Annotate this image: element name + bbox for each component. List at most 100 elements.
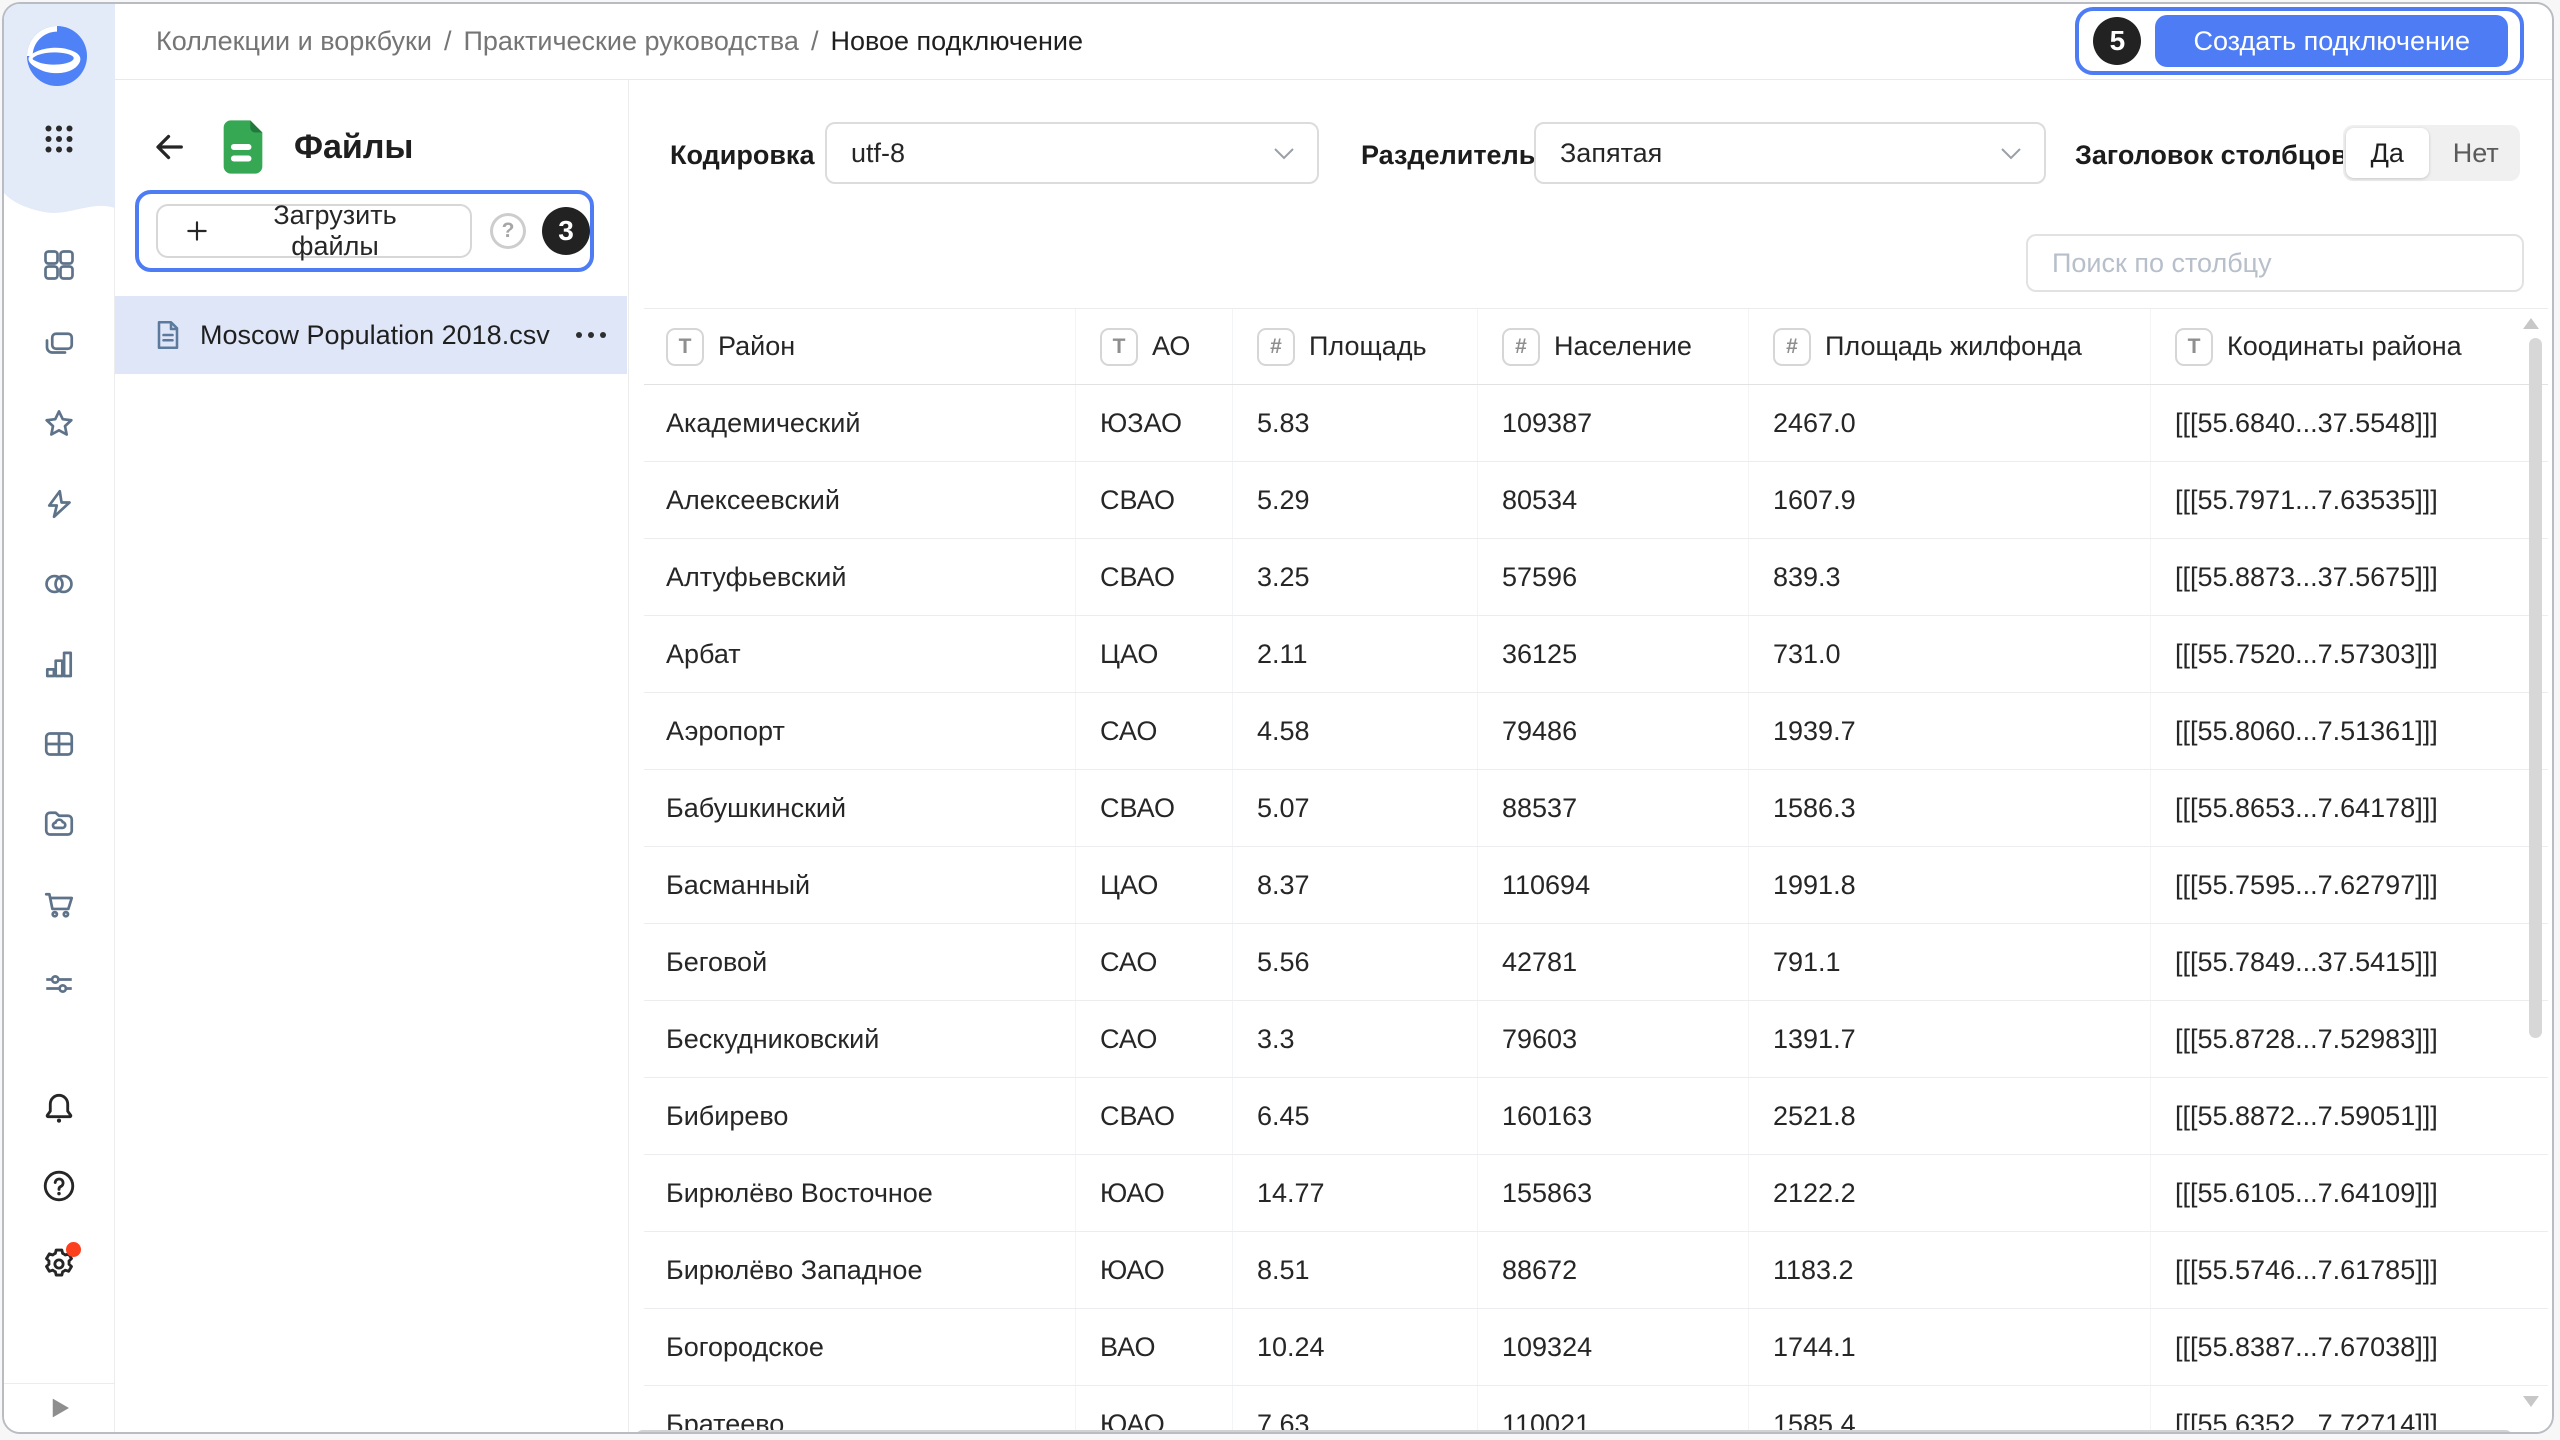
- table-cell: [[[55.8060...7.51361]]]: [2150, 693, 2548, 769]
- datalens-logo[interactable]: [27, 26, 87, 86]
- table-cell: 1991.8: [1748, 847, 2150, 923]
- scroll-down-arrow-icon[interactable]: [2523, 1396, 2539, 1407]
- number-type-icon: #: [1502, 327, 1540, 366]
- column-header-label: Коодинаты района: [2227, 331, 2462, 361]
- create-connection-button[interactable]: Создать подключение: [2155, 15, 2508, 67]
- breadcrumb-separator: /: [443, 26, 452, 56]
- table-cell: САО: [1075, 693, 1232, 769]
- upload-files-button[interactable]: Загрузить файлы: [156, 200, 473, 261]
- column-header: # Площадь жилфонда: [1748, 309, 2150, 384]
- breadcrumb-collections[interactable]: Коллекции и воркбуки: [156, 26, 432, 56]
- table-row: Алтуфьевский СВАО 3.25 57596 839.3 [[[55.8873…: [644, 539, 2548, 616]
- settings-gear-icon[interactable]: [40, 1242, 81, 1283]
- table-cell: 1607.9: [1748, 462, 2150, 538]
- encoding-select[interactable]: utf-8: [825, 122, 1319, 184]
- expand-panel-icon[interactable]: [44, 1393, 74, 1423]
- table-row: Бирюлёво Западное ЮАО 8.51 88672 1183.2 [[[55…: [644, 1232, 2548, 1309]
- table-cell: Братеево: [666, 1408, 785, 1432]
- table-row: Бабушкинский СВАО 5.07 88537 1586.3 [[[55.865…: [644, 770, 2548, 847]
- table-cell: 2521.8: [1748, 1078, 2150, 1154]
- table-row: Аэропорт САО 4.58 79486 1939.7 [[[55.8060...7…: [644, 693, 2548, 770]
- table-row: Басманный ЦАО 8.37 110694 1991.8 [[[55.7595..…: [644, 847, 2548, 924]
- table-cell: Бибирево: [666, 1100, 789, 1131]
- table-cell: ЮЗАО: [1075, 385, 1232, 461]
- encoding-label: Кодировка: [670, 140, 815, 170]
- table-cell: СВАО: [1075, 462, 1232, 538]
- horizontal-scrollbar-thumb[interactable]: [636, 1430, 2512, 1432]
- table-cell: Бирюлёво Западное: [666, 1254, 923, 1285]
- table-row: Алексеевский СВАО 5.29 80534 1607.9 [[[55.797…: [644, 462, 2548, 539]
- datasets-table-icon[interactable]: [41, 726, 77, 762]
- breadcrumb-separator: /: [810, 26, 819, 56]
- table-row: Бирюлёво Восточное ЮАО 14.77 155863 2122.2[[…: [644, 1155, 2548, 1232]
- table-cell: 1939.7: [1748, 693, 2150, 769]
- table-cell: 42781: [1477, 924, 1748, 1000]
- collections-icon[interactable]: [41, 327, 77, 363]
- table-cell: [[[55.8872...7.59051]]]: [2150, 1078, 2548, 1154]
- table-cell: 1744.1: [1748, 1309, 2150, 1385]
- column-search-input[interactable]: [2026, 234, 2524, 292]
- file-menu-ellipsis-icon[interactable]: [572, 324, 610, 346]
- services-sliders-icon[interactable]: [41, 966, 77, 1002]
- table-row: Беговой САО 5.56 42781 791.1 [[[55.7849...37.…: [644, 924, 2548, 1001]
- table-cell: Академический: [666, 407, 861, 438]
- table-cell: 2.11: [1232, 616, 1477, 692]
- table-cell: 5.56: [1232, 924, 1477, 1000]
- file-panel: Файлы Загрузить файлы ? 3 Moscow Populat…: [114, 80, 629, 1432]
- table-row: Братеево ЮАО 7.63 110021 1585.4 [[[55.6352...…: [644, 1386, 2548, 1431]
- table-cell: ЦАО: [1075, 847, 1232, 923]
- main-content: Кодировка utf-8 Разделитель Запятая Заго…: [630, 80, 2552, 1432]
- dashboards-icon[interactable]: [41, 247, 77, 283]
- table-cell: [[[55.5746...7.61785]]]: [2150, 1232, 2548, 1308]
- toggle-yes[interactable]: Да: [2346, 128, 2429, 178]
- editor-lightning-icon[interactable]: [41, 486, 77, 522]
- scroll-up-arrow-icon[interactable]: [2523, 318, 2539, 329]
- table-cell: [[[55.8653...7.64178]]]: [2150, 770, 2548, 846]
- string-type-icon: T: [666, 327, 704, 366]
- gear-notification-dot: [66, 1242, 81, 1257]
- help-icon[interactable]: [40, 1167, 78, 1205]
- apps-grid-icon[interactable]: [41, 121, 77, 157]
- number-type-icon: #: [1773, 327, 1811, 366]
- column-header-label: Население: [1554, 331, 1692, 361]
- table-cell: ЮАО: [1075, 1232, 1232, 1308]
- table-cell: [[[55.7971...7.63535]]]: [2150, 462, 2548, 538]
- table-cell: ЦАО: [1075, 616, 1232, 692]
- table-cell: 79603: [1477, 1001, 1748, 1077]
- table-cell: 57596: [1477, 539, 1748, 615]
- file-list-item[interactable]: Moscow Population 2018.csv: [114, 296, 627, 374]
- table-cell: 109324: [1477, 1309, 1748, 1385]
- table-row: Бескудниковский САО 3.3 79603 1391.7 [[[55.87…: [644, 1001, 2548, 1078]
- table-cell: 2467.0: [1748, 385, 2150, 461]
- table-cell: 5.29: [1232, 462, 1477, 538]
- column-header-label: Район: [718, 331, 796, 361]
- table-cell: 8.51: [1232, 1232, 1477, 1308]
- chevron-down-icon: [1274, 147, 1294, 159]
- vertical-scrollbar-thumb[interactable]: [2529, 338, 2542, 1038]
- notifications-bell-icon[interactable]: [40, 1089, 78, 1127]
- favorites-star-icon[interactable]: [41, 406, 77, 442]
- panel-title: Файлы: [294, 127, 414, 166]
- table-cell: Бескудниковский: [666, 1023, 880, 1054]
- table-row: Богородское ВАО 10.24 109324 1744.1 [[[55.838…: [644, 1309, 2548, 1386]
- breadcrumb-guides[interactable]: Практические руководства: [463, 26, 799, 56]
- marketplace-cart-icon[interactable]: [41, 886, 77, 922]
- back-arrow-icon[interactable]: [152, 129, 188, 165]
- column-header-label: Площадь жилфонда: [1825, 331, 2082, 361]
- table-cell: 4.58: [1232, 693, 1477, 769]
- chevron-down-icon: [2001, 147, 2021, 159]
- table-cell: 155863: [1477, 1155, 1748, 1231]
- delimiter-select[interactable]: Запятая: [1534, 122, 2046, 184]
- charts-bar-icon[interactable]: [41, 646, 77, 682]
- table-cell: Алтуфьевский: [666, 561, 847, 592]
- toggle-no[interactable]: Нет: [2452, 137, 2499, 168]
- create-connection-annotation: 5 Создать подключение: [2075, 7, 2524, 75]
- column-header: # Население: [1477, 309, 1748, 384]
- storage-folder-icon[interactable]: [41, 806, 77, 842]
- delimiter-label: Разделитель: [1361, 140, 1536, 170]
- upload-help-icon[interactable]: ?: [490, 213, 526, 249]
- column-header: T АО: [1075, 309, 1232, 384]
- connections-circles-icon[interactable]: [41, 566, 77, 602]
- step-badge-5: 5: [2093, 17, 2142, 65]
